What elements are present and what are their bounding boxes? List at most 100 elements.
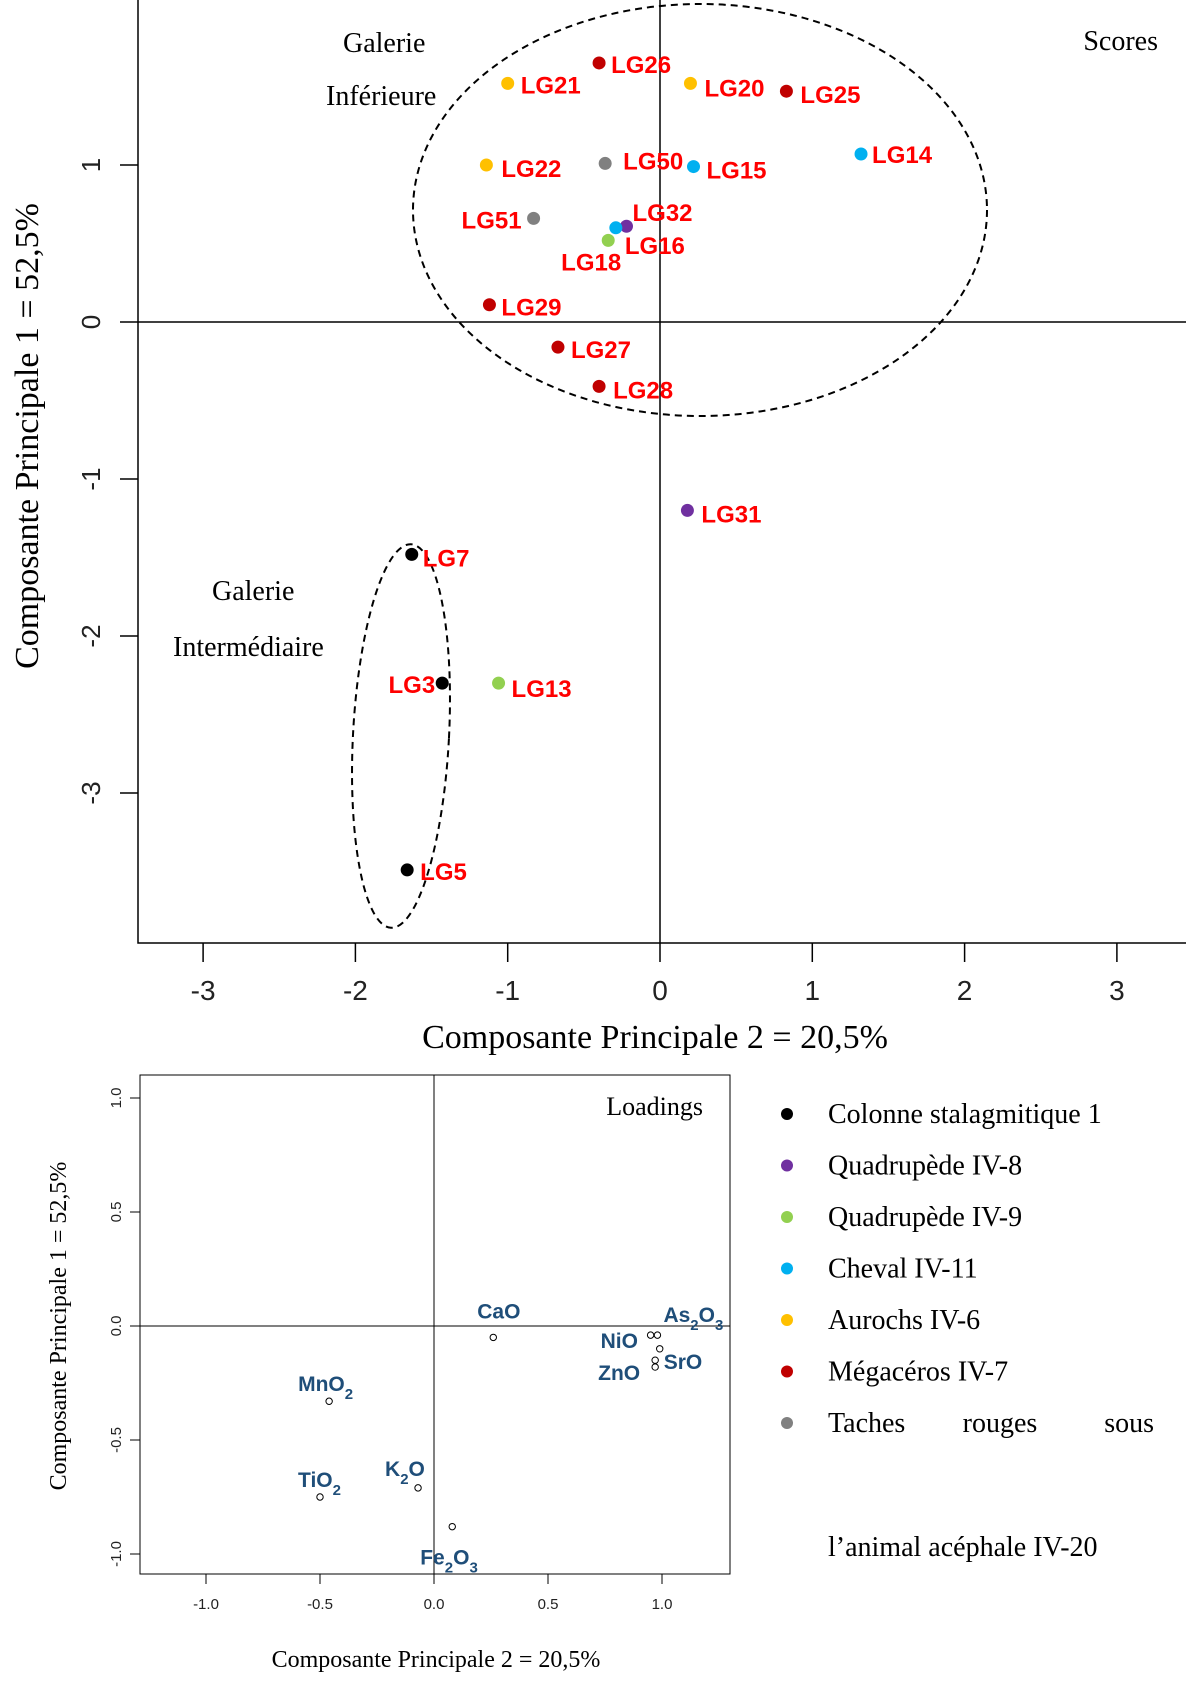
- loading-label-mno2: MnO2: [298, 1373, 353, 1403]
- loadings-x-tick-label: 0.0: [424, 1596, 445, 1613]
- loadings-x-axis-label: Composante Principale 2 = 20,5%: [272, 1647, 601, 1673]
- loading-point-as2o3: [653, 1331, 662, 1339]
- score-label-lg31: LG31: [701, 501, 761, 528]
- score-label-lg28: LG28: [613, 377, 673, 404]
- scores-x-tick-label: -3: [191, 975, 216, 1006]
- score-label-lg22: LG22: [501, 156, 561, 183]
- scores-x-tick-label: -2: [343, 975, 368, 1006]
- loading-point-zno-2: [651, 1363, 659, 1371]
- loadings-y-tick-label: 0.5: [108, 1202, 125, 1223]
- loadings-point-labels: CaO MnO2 TiO2 K2O Fe2O3 NiO As2O3 SrO ZnO: [298, 1300, 723, 1576]
- score-label-lg16: LG16: [625, 233, 685, 260]
- annotation-galerie-1: Galerie: [343, 28, 425, 59]
- score-point-lg15: [687, 160, 701, 174]
- legend-item-label: Quadrupède IV-8: [828, 1151, 1022, 1182]
- legend-item-label: Cheval IV-11: [828, 1254, 978, 1285]
- score-label-lg51: LG51: [462, 207, 522, 234]
- loadings-points: [316, 1331, 664, 1531]
- score-label-lg26: LG26: [611, 52, 671, 79]
- loading-label-nio: NiO: [601, 1330, 638, 1353]
- score-point-lg32: [619, 219, 633, 233]
- score-label-lg13: LG13: [512, 676, 572, 703]
- scores-y-tick-label: 1: [76, 158, 106, 172]
- scores-point-labels: LG26 LG21 LG20 LG25 LG22 LG50 LG15 LG14 LG51 LG32…: [389, 52, 933, 886]
- score-point-lg28: [592, 379, 606, 393]
- score-point-lg21: [501, 76, 515, 90]
- scores-plot-frame: [137, 0, 1186, 944]
- loadings-x-tick-label: 0.5: [538, 1596, 559, 1613]
- score-point-lg13: [492, 676, 506, 690]
- scores-x-axis-label: Composante Principale 2 = 20,5%: [422, 1019, 888, 1056]
- loading-point-cao: [489, 1333, 497, 1342]
- loading-label-k2o: K2O: [385, 1458, 425, 1488]
- loadings-y-ticks: 1.0 0.5 0.0 -0.5 -1.0: [108, 1088, 140, 1567]
- score-point-lg29: [482, 298, 496, 312]
- score-point-lg18: [601, 233, 615, 247]
- scores-title: Scores: [1083, 26, 1158, 57]
- loading-point-nio: [646, 1331, 655, 1339]
- score-point-lg3: [435, 676, 449, 690]
- legend-marker: [781, 1108, 793, 1120]
- score-label-lg3: LG3: [389, 672, 436, 699]
- score-label-lg18: LG18: [561, 249, 621, 276]
- loadings-y-tick-label: 0.0: [108, 1316, 125, 1337]
- score-label-lg25: LG25: [800, 82, 860, 109]
- scores-y-tick-label: -2: [76, 624, 106, 647]
- score-point-lg31: [680, 503, 694, 517]
- scores-x-tick-label: 1: [805, 975, 821, 1006]
- loadings-y-axis-label: Composante Principale 1 = 52,5%: [46, 1162, 72, 1491]
- scores-y-tick-label: -3: [76, 781, 106, 804]
- score-label-lg27: LG27: [571, 337, 631, 364]
- score-point-lg51: [527, 211, 541, 225]
- legend-marker: [781, 1417, 793, 1429]
- legend-item-label: Mégacéros IV-7: [828, 1357, 1008, 1388]
- loading-point-k2o: [414, 1484, 422, 1492]
- galerie-intermediaire-ellipse: [351, 543, 451, 929]
- loadings-y-tick-label: -1.0: [108, 1541, 125, 1567]
- score-label-lg32: LG32: [632, 200, 692, 227]
- legend-item-label: rouges: [963, 1408, 1038, 1439]
- loadings-x-ticks: -1.0 -0.5 0.0 0.5 1.0: [193, 1574, 672, 1613]
- scores-y-ticks: 1 0 -1 -2 -3: [76, 158, 138, 805]
- legend-item-label: Quadrupède IV-9: [828, 1202, 1022, 1233]
- galerie-inferieure-ellipse: [412, 3, 988, 417]
- score-label-lg21: LG21: [521, 72, 581, 99]
- score-point-lg7: [405, 547, 419, 561]
- loadings-title: Loadings: [606, 1092, 703, 1121]
- scores-y-tick-label: 0: [76, 315, 106, 329]
- score-point-lg22: [479, 158, 493, 172]
- score-point-lg14: [854, 147, 868, 161]
- legend-item-label: Taches: [828, 1408, 905, 1439]
- annotation-galerie-2: Galerie: [212, 576, 294, 607]
- loadings-y-tick-label: 1.0: [108, 1088, 125, 1109]
- legend-item-label: sous: [1104, 1408, 1154, 1439]
- loading-label-sro: SrO: [664, 1351, 703, 1374]
- annotation-inferieure: Inférieure: [326, 81, 436, 112]
- scores-plot: Scores Galerie Inférieure Galerie Interm…: [9, 0, 1186, 1056]
- legend-item-label: Aurochs IV-6: [828, 1305, 980, 1336]
- loading-label-tio2: TiO2: [298, 1469, 341, 1499]
- legend-marker: [781, 1262, 793, 1275]
- score-label-lg14: LG14: [872, 142, 933, 169]
- loadings-plot-frame: [139, 1074, 731, 1575]
- score-label-lg5: LG5: [420, 859, 467, 886]
- loading-point-zno: [651, 1356, 659, 1364]
- legend-item-label: Colonne stalagmitique 1: [828, 1099, 1102, 1130]
- legend-marker: [781, 1314, 793, 1326]
- loadings-plot: Loadings 1.0 0.5 0.0 -0.5 -1.0 -1.0 -0.5 0.0 0.…: [46, 1074, 731, 1673]
- legend-marker: [781, 1365, 793, 1378]
- loadings-x-tick-label: 1.0: [652, 1596, 673, 1613]
- loading-point-fe2o3: [448, 1522, 456, 1531]
- scores-y-axis-label: Composante Principale 1 = 52,5%: [9, 203, 46, 669]
- loading-point-sro: [656, 1345, 664, 1353]
- loadings-x-tick-label: -1.0: [193, 1596, 219, 1613]
- loadings-y-tick-label: -0.5: [108, 1427, 125, 1453]
- legend-item-label-continuation: l’animal acéphale IV-20: [828, 1532, 1098, 1563]
- score-label-lg29: LG29: [501, 295, 561, 322]
- score-point-lg25: [779, 84, 793, 98]
- loading-label-zno: ZnO: [598, 1362, 640, 1385]
- score-point-lg5: [400, 863, 414, 877]
- score-point-lg20: [683, 76, 697, 90]
- legend-marker: [781, 1211, 793, 1223]
